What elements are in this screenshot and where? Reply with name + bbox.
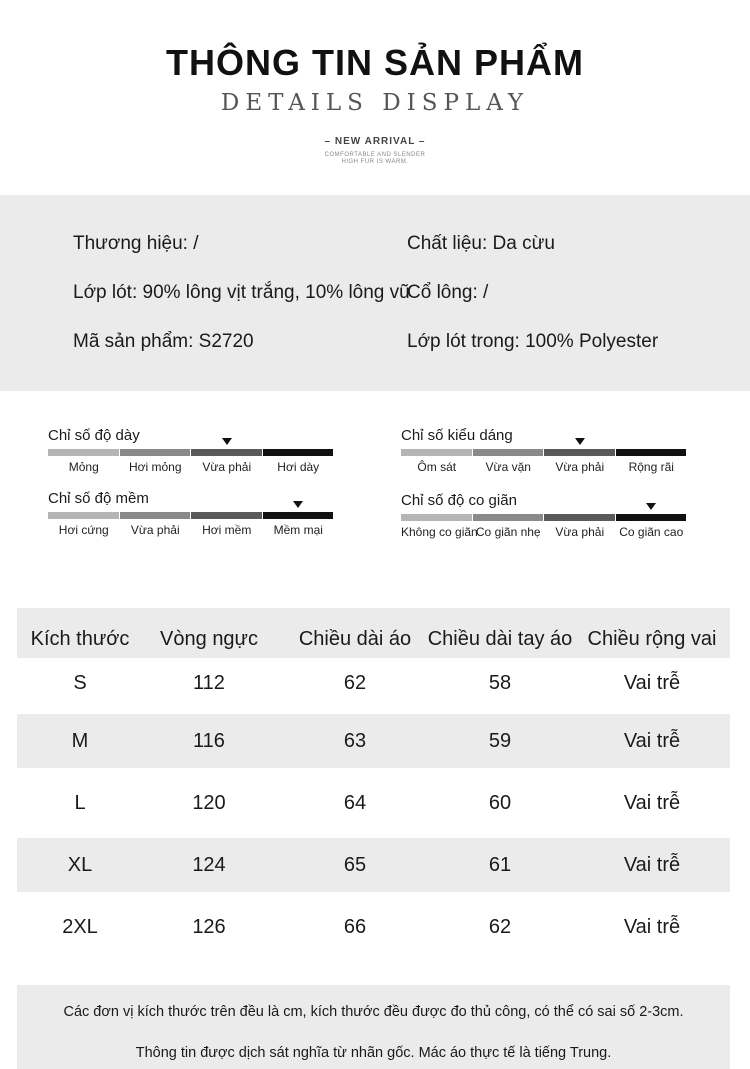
table-cell: Vai trễ — [623, 916, 681, 938]
new-arrival-label: – NEW ARRIVAL – — [324, 136, 426, 147]
table-cell: 126 — [192, 916, 226, 938]
selected-indicator-icon — [574, 438, 585, 445]
table-cell: S — [73, 672, 87, 694]
table-cell: 60 — [488, 792, 512, 814]
table-cell: 66 — [343, 916, 367, 938]
table-header-cell: Kích thước — [30, 628, 130, 650]
scale-segment — [191, 449, 262, 456]
table-cell: 124 — [192, 854, 226, 876]
tagline-line-2: HIGH FUR IS WARM. — [341, 159, 409, 165]
scale-option-label: Không co giãn — [401, 525, 478, 539]
table-header-cell: Vòng ngực — [160, 628, 258, 650]
material-info: Chất liệu: Da cừu — [407, 233, 555, 254]
table-cell: 120 — [192, 792, 226, 814]
scale-option-label: Hơi dày — [277, 460, 320, 474]
scale-title: Chỉ số độ dày — [48, 427, 140, 444]
measurement-note: Các đơn vị kích thước trên đều là cm, kí… — [63, 1004, 684, 1020]
table-cell: Vai trễ — [623, 730, 681, 752]
tagline: COMFORTABLE AND SLENDER HIGH FUR IS WARM… — [300, 152, 450, 166]
table-cell: 112 — [193, 672, 225, 694]
scale-option-label: Rộng rãi — [628, 460, 674, 474]
scale-option-label: Co giãn nhẹ — [475, 525, 541, 539]
header: THÔNG TIN SẢN PHẨM DETAILS DISPLAY – NEW… — [0, 0, 750, 195]
selected-indicator-icon — [646, 503, 657, 510]
table-header-cell: Chiều dài áo — [298, 628, 412, 650]
table-cell: 2XL — [62, 916, 98, 938]
scale-segment — [119, 512, 190, 519]
scale-segment — [262, 449, 333, 456]
table-cell: 63 — [343, 730, 367, 752]
table-row: XL 124 65 61 Vai trễ — [17, 838, 730, 892]
scale-segment — [544, 514, 615, 521]
scale-segment — [615, 449, 686, 456]
lining-info: Lớp lót: 90% lông vịt trắng, 10% lông vũ — [73, 282, 410, 303]
tagline-line-1: COMFORTABLE AND SLENDER — [324, 152, 426, 158]
table-cell: 64 — [343, 792, 367, 814]
translation-note: Thông tin được dịch sát nghĩa từ nhãn gố… — [135, 1045, 612, 1061]
scale-option-label: Vừa phải — [130, 523, 180, 537]
table-row: M 116 63 59 Vai trễ — [17, 714, 730, 768]
scale-title: Chỉ số độ co giãn — [401, 492, 517, 509]
table-cell: 62 — [488, 916, 512, 938]
scale-segment — [472, 449, 543, 456]
table-cell: 116 — [193, 730, 225, 752]
scale-segment — [119, 449, 190, 456]
scale-option-label: Vừa phải — [202, 460, 252, 474]
inner-lining-info: Lớp lót trong: 100% Polyester — [407, 331, 659, 352]
scale-option-label: Vừa vặn — [485, 460, 531, 474]
table-cell: XL — [67, 854, 93, 876]
table-cell: 58 — [488, 672, 512, 694]
table-cell: 65 — [343, 854, 367, 876]
scale-segment — [48, 512, 119, 519]
product-index-scales: Chỉ số độ dày Mỏng Hơi mỏng Vừa phải Hơi dày… — [0, 391, 750, 607]
scale-option-label: Hơi cứng — [58, 523, 109, 537]
table-cell: Vai trễ — [623, 672, 681, 694]
table-cell: 59 — [488, 730, 512, 752]
scale-option-label: Hơi mỏng — [128, 460, 182, 474]
collar-info: Cổ lông: / — [407, 282, 489, 303]
scale-segment — [48, 449, 119, 456]
scale-segment — [544, 449, 615, 456]
scale-title: Chỉ số độ mềm — [48, 490, 149, 507]
scale-option-label: Vừa phải — [555, 525, 605, 539]
scale-option-label: Mềm mại — [273, 523, 323, 537]
product-info-panel: Thương hiệu: / Chất liệu: Da cừu Lớp lót… — [0, 195, 750, 391]
table-cell: L — [74, 792, 86, 814]
table-row: 2XL 126 66 62 Vai trễ — [17, 900, 730, 954]
scale-option-label: Ôm sát — [417, 460, 457, 474]
scale-title: Chỉ số kiểu dáng — [401, 427, 513, 444]
brand-info: Thương hiệu: / — [73, 233, 199, 254]
scale-segment — [401, 514, 472, 521]
table-header-cell: Chiều dài tay áo — [427, 628, 573, 650]
page-subtitle: DETAILS DISPLAY — [220, 90, 530, 116]
table-cell: 62 — [343, 672, 367, 694]
scale-option-label: Co giãn cao — [619, 525, 684, 539]
table-cell: M — [71, 730, 89, 752]
scale-option-label: Vừa phải — [555, 460, 605, 474]
table-header-row: Kích thước Vòng ngực Chiều dài áo Chiều dài… — [17, 608, 730, 658]
product-code-info: Mã sản phẩm: S2720 — [73, 331, 254, 352]
scale-option-label: Mỏng — [68, 460, 99, 474]
table-row: L 120 64 60 Vai trễ — [17, 776, 730, 830]
table-cell: Vai trễ — [623, 792, 681, 814]
scale-segment — [472, 514, 543, 521]
scale-segment — [262, 512, 333, 519]
scale-segment — [191, 512, 262, 519]
table-header-cell: Chiều rộng vai — [587, 628, 717, 650]
page-title: THÔNG TIN SẢN PHẨM — [166, 42, 584, 83]
selected-indicator-icon — [293, 501, 304, 508]
table-row: S 112 62 58 Vai trễ — [17, 656, 730, 710]
footer-notes: Các đơn vị kích thước trên đều là cm, kí… — [17, 985, 730, 1069]
table-cell: 61 — [488, 854, 512, 876]
selected-indicator-icon — [221, 438, 232, 445]
scale-option-label: Hơi mềm — [202, 523, 252, 537]
table-cell: Vai trễ — [623, 854, 681, 876]
scale-segment — [615, 514, 686, 521]
scale-segment — [401, 449, 472, 456]
